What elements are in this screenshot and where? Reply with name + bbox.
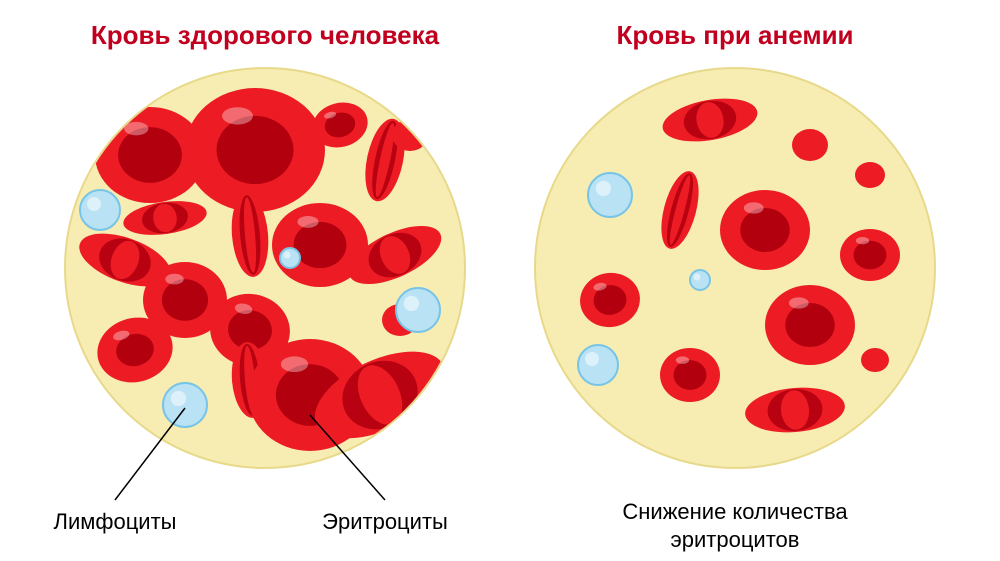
lymphocyte-cell	[163, 383, 207, 427]
lymphocyte-cell	[690, 270, 710, 290]
label-lymphocytes: Лимфоциты	[54, 508, 177, 536]
lymphocyte-cell	[578, 345, 618, 385]
title-healthy-blood: Кровь здорового человека	[91, 20, 439, 51]
erythrocyte-cell	[792, 129, 828, 161]
erythrocyte-cell	[765, 285, 855, 365]
erythrocyte-cell	[855, 162, 885, 188]
lymphocyte-cell	[588, 173, 632, 217]
lymphocyte-cell	[80, 190, 120, 230]
erythrocyte-cell	[185, 88, 325, 212]
diagram-canvas: Кровь здорового человека Кровь при анеми…	[0, 0, 1000, 561]
label-anemia-note: Снижение количества эритроцитов	[622, 498, 847, 553]
plate-healthy	[65, 68, 465, 468]
label-erythrocytes: Эритроциты	[322, 508, 448, 536]
title-anemia-blood: Кровь при анемии	[616, 20, 853, 51]
plate-anemia	[535, 68, 935, 468]
erythrocyte-cell	[720, 190, 810, 270]
erythrocyte-cell	[861, 348, 889, 372]
lymphocyte-cell	[280, 248, 300, 268]
erythrocyte-cell	[660, 348, 720, 402]
erythrocyte-cell	[840, 229, 900, 281]
lymphocyte-cell	[396, 288, 440, 332]
